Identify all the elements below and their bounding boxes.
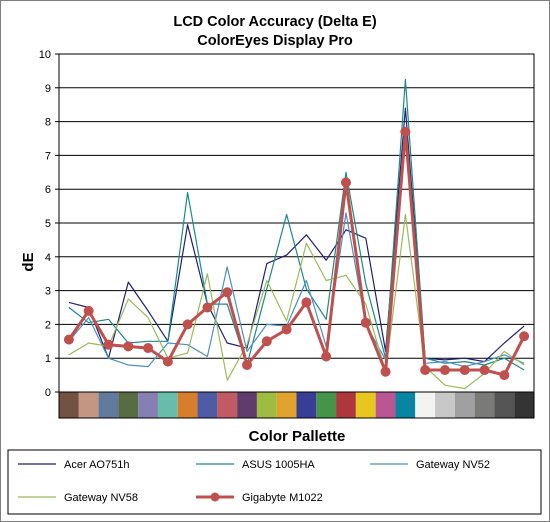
y-tick-label: 4 bbox=[45, 252, 51, 264]
data-point bbox=[459, 365, 470, 376]
color-swatch bbox=[375, 392, 396, 418]
color-swatch bbox=[435, 392, 455, 418]
y-tick-label: 3 bbox=[45, 286, 51, 298]
data-point bbox=[321, 351, 332, 362]
legend-label: Acer AO751h bbox=[64, 459, 129, 471]
color-swatch bbox=[474, 392, 495, 418]
legend-label: Gigabyte M1022 bbox=[242, 492, 323, 504]
color-swatch bbox=[217, 392, 238, 418]
color-swatch bbox=[494, 392, 515, 418]
y-tick-label: 1 bbox=[45, 353, 51, 365]
data-point bbox=[182, 319, 193, 330]
legend-label: Gateway NV52 bbox=[416, 459, 490, 471]
gridlines bbox=[55, 53, 535, 393]
data-point bbox=[519, 331, 530, 342]
y-tick-label: 10 bbox=[39, 49, 51, 61]
color-swatch bbox=[98, 392, 119, 418]
y-tick-label: 9 bbox=[45, 83, 51, 95]
color-swatch bbox=[157, 392, 178, 418]
series-line bbox=[68, 213, 525, 390]
data-point bbox=[360, 317, 371, 328]
chart-subtitle: ColorEyes Display Pro bbox=[197, 33, 353, 49]
data-point bbox=[143, 343, 154, 354]
data-point bbox=[400, 126, 411, 137]
data-point bbox=[499, 370, 510, 381]
y-tick-label: 2 bbox=[45, 319, 51, 331]
data-point bbox=[162, 356, 173, 367]
series-lines bbox=[63, 78, 530, 390]
swatch-strip-border bbox=[58, 391, 535, 419]
y-tick-label: 0 bbox=[45, 387, 51, 399]
color-swatch bbox=[237, 392, 257, 418]
x-axis-title: Color Pallette bbox=[249, 428, 346, 445]
data-point bbox=[103, 339, 114, 350]
data-point bbox=[83, 305, 94, 316]
data-point bbox=[420, 365, 431, 376]
color-swatch bbox=[276, 392, 297, 418]
data-point bbox=[202, 302, 213, 313]
legend-box bbox=[7, 449, 542, 515]
color-swatch bbox=[256, 392, 277, 418]
data-point bbox=[261, 336, 272, 347]
data-point bbox=[242, 359, 253, 370]
data-point bbox=[380, 366, 391, 377]
legend-marker bbox=[210, 492, 220, 502]
data-point bbox=[63, 334, 74, 345]
legend-label: Gateway NV58 bbox=[64, 492, 138, 504]
color-swatch bbox=[316, 392, 337, 418]
color-swatch bbox=[514, 392, 534, 418]
y-axis-title: dE bbox=[20, 252, 37, 271]
y-tick-label: 7 bbox=[45, 150, 51, 162]
data-point bbox=[281, 324, 292, 335]
chart-title: LCD Color Accuracy (Delta E) bbox=[173, 14, 376, 30]
data-point bbox=[301, 297, 312, 308]
series-line bbox=[68, 107, 525, 363]
y-tick-labels: 0 1 2 3 4 5 6 7 8 9 10 bbox=[39, 49, 51, 399]
color-swatch bbox=[59, 392, 79, 418]
data-point bbox=[123, 341, 134, 352]
color-swatch bbox=[197, 392, 218, 418]
series-line bbox=[68, 127, 525, 368]
color-swatch bbox=[118, 392, 139, 418]
color-swatch bbox=[415, 392, 436, 418]
color-swatch bbox=[177, 392, 198, 418]
color-swatch bbox=[336, 392, 356, 418]
legend-label: ASUS 1005HA bbox=[242, 459, 315, 471]
color-swatch bbox=[395, 392, 416, 418]
color-swatch bbox=[454, 392, 475, 418]
y-tick-label: 6 bbox=[45, 184, 51, 196]
data-point bbox=[222, 287, 233, 298]
color-swatch bbox=[296, 392, 317, 418]
data-point bbox=[439, 365, 450, 376]
y-tick-label: 8 bbox=[45, 117, 51, 129]
color-swatch bbox=[78, 392, 99, 418]
data-point bbox=[479, 365, 490, 376]
legend: Acer AO751h ASUS 1005HA Gateway NV52 Gatewa… bbox=[7, 449, 542, 515]
color-swatches bbox=[58, 391, 535, 419]
color-swatch bbox=[355, 392, 376, 418]
y-tick-label: 5 bbox=[45, 218, 51, 230]
color-swatch bbox=[138, 392, 158, 418]
data-point bbox=[340, 177, 351, 188]
